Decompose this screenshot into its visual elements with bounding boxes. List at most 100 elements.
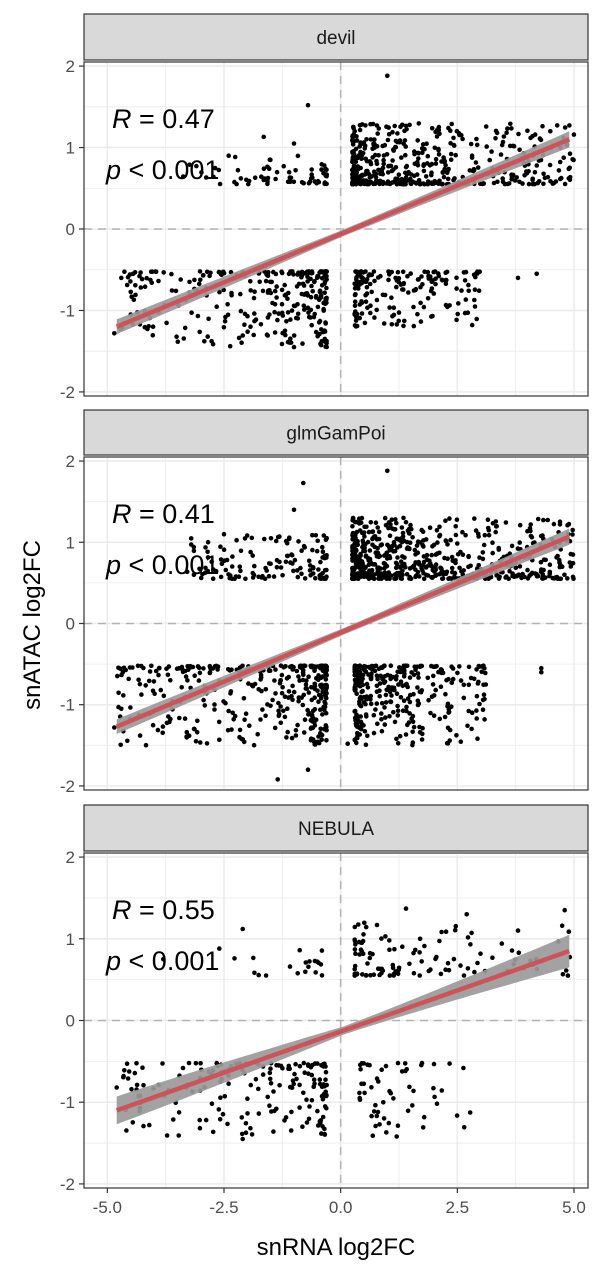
- data-point: [293, 733, 299, 738]
- data-point: [393, 165, 399, 170]
- data-point: [448, 157, 454, 162]
- data-point: [443, 929, 449, 934]
- data-point: [310, 719, 315, 724]
- data-point: [386, 684, 391, 690]
- data-point: [268, 536, 274, 541]
- data-point: [323, 1064, 328, 1069]
- data-point: [320, 544, 325, 550]
- data-point: [214, 664, 220, 670]
- data-point: [457, 664, 462, 669]
- data-point: [324, 269, 329, 274]
- data-point: [465, 966, 471, 971]
- data-point: [367, 950, 373, 956]
- data-point: [285, 706, 290, 711]
- data-point: [267, 1103, 272, 1108]
- data-point: [240, 1136, 245, 1142]
- data-point: [386, 132, 392, 137]
- data-point: [272, 678, 277, 683]
- data-point: [115, 673, 120, 679]
- data-point: [454, 317, 459, 323]
- data-point: [500, 176, 506, 181]
- data-point: [290, 683, 295, 689]
- data-point: [173, 288, 179, 294]
- data-point: [358, 694, 363, 700]
- data-point: [324, 1092, 329, 1098]
- data-point: [182, 716, 188, 721]
- data-point: [198, 740, 203, 745]
- r-symbol: R: [112, 104, 132, 134]
- y-tick-label: -2: [60, 383, 75, 402]
- data-point: [411, 950, 416, 956]
- data-point: [149, 280, 154, 286]
- data-point: [358, 141, 363, 147]
- data-point: [378, 966, 383, 972]
- data-point: [384, 576, 390, 582]
- data-point: [469, 930, 474, 936]
- data-point: [205, 539, 211, 545]
- data-point: [289, 693, 294, 699]
- data-point: [568, 564, 574, 569]
- data-point: [374, 1113, 380, 1119]
- data-point: [377, 553, 383, 559]
- data-point: [463, 532, 468, 538]
- data-point: [417, 973, 423, 978]
- data-point: [300, 1124, 305, 1129]
- data-point: [203, 175, 209, 180]
- data-point: [440, 576, 445, 582]
- data-point: [374, 307, 380, 313]
- data-point: [446, 166, 451, 172]
- data-point: [358, 1067, 363, 1072]
- data-point: [282, 282, 288, 288]
- data-point: [147, 1122, 152, 1128]
- data-point: [296, 539, 301, 544]
- data-point: [362, 1090, 367, 1096]
- data-point: [299, 571, 304, 577]
- data-point: [373, 520, 379, 525]
- data-point: [364, 137, 369, 142]
- data-point: [302, 576, 308, 581]
- data-point: [466, 554, 471, 560]
- data-point: [283, 559, 289, 565]
- data-point: [204, 741, 210, 746]
- data-point: [411, 970, 417, 976]
- data-point: [350, 516, 356, 521]
- data-point: [315, 304, 321, 310]
- data-point: [421, 168, 427, 174]
- data-point: [429, 563, 435, 569]
- data-point: [312, 311, 318, 317]
- facet-strip-label: devil: [316, 28, 355, 49]
- data-point: [118, 742, 123, 748]
- data-point: [414, 573, 419, 578]
- data-point: [433, 573, 438, 578]
- data-point: [297, 1082, 302, 1088]
- data-point: [301, 672, 306, 678]
- data-point: [377, 571, 382, 576]
- data-point: [302, 307, 307, 312]
- data-point: [278, 565, 284, 570]
- data-point: [216, 719, 222, 725]
- data-point: [384, 1130, 389, 1135]
- data-point: [202, 703, 208, 708]
- data-point: [368, 161, 374, 167]
- data-point: [490, 550, 496, 556]
- data-point: [260, 288, 266, 294]
- data-point: [374, 922, 380, 928]
- data-point: [179, 685, 184, 690]
- data-point: [389, 168, 395, 174]
- data-point: [307, 1104, 312, 1109]
- data-point: [128, 705, 133, 710]
- data-point: [363, 553, 369, 559]
- data-point: [277, 1083, 282, 1088]
- data-point: [368, 121, 373, 127]
- data-point: [403, 564, 408, 570]
- data-point: [319, 283, 325, 288]
- y-tick-label: 0: [66, 1012, 75, 1031]
- data-point: [504, 130, 509, 136]
- data-point: [316, 699, 321, 704]
- data-point: [440, 670, 446, 676]
- data-point: [446, 967, 452, 973]
- data-point: [431, 1085, 436, 1091]
- data-point: [228, 691, 233, 696]
- data-point: [530, 181, 536, 187]
- data-point: [123, 667, 128, 673]
